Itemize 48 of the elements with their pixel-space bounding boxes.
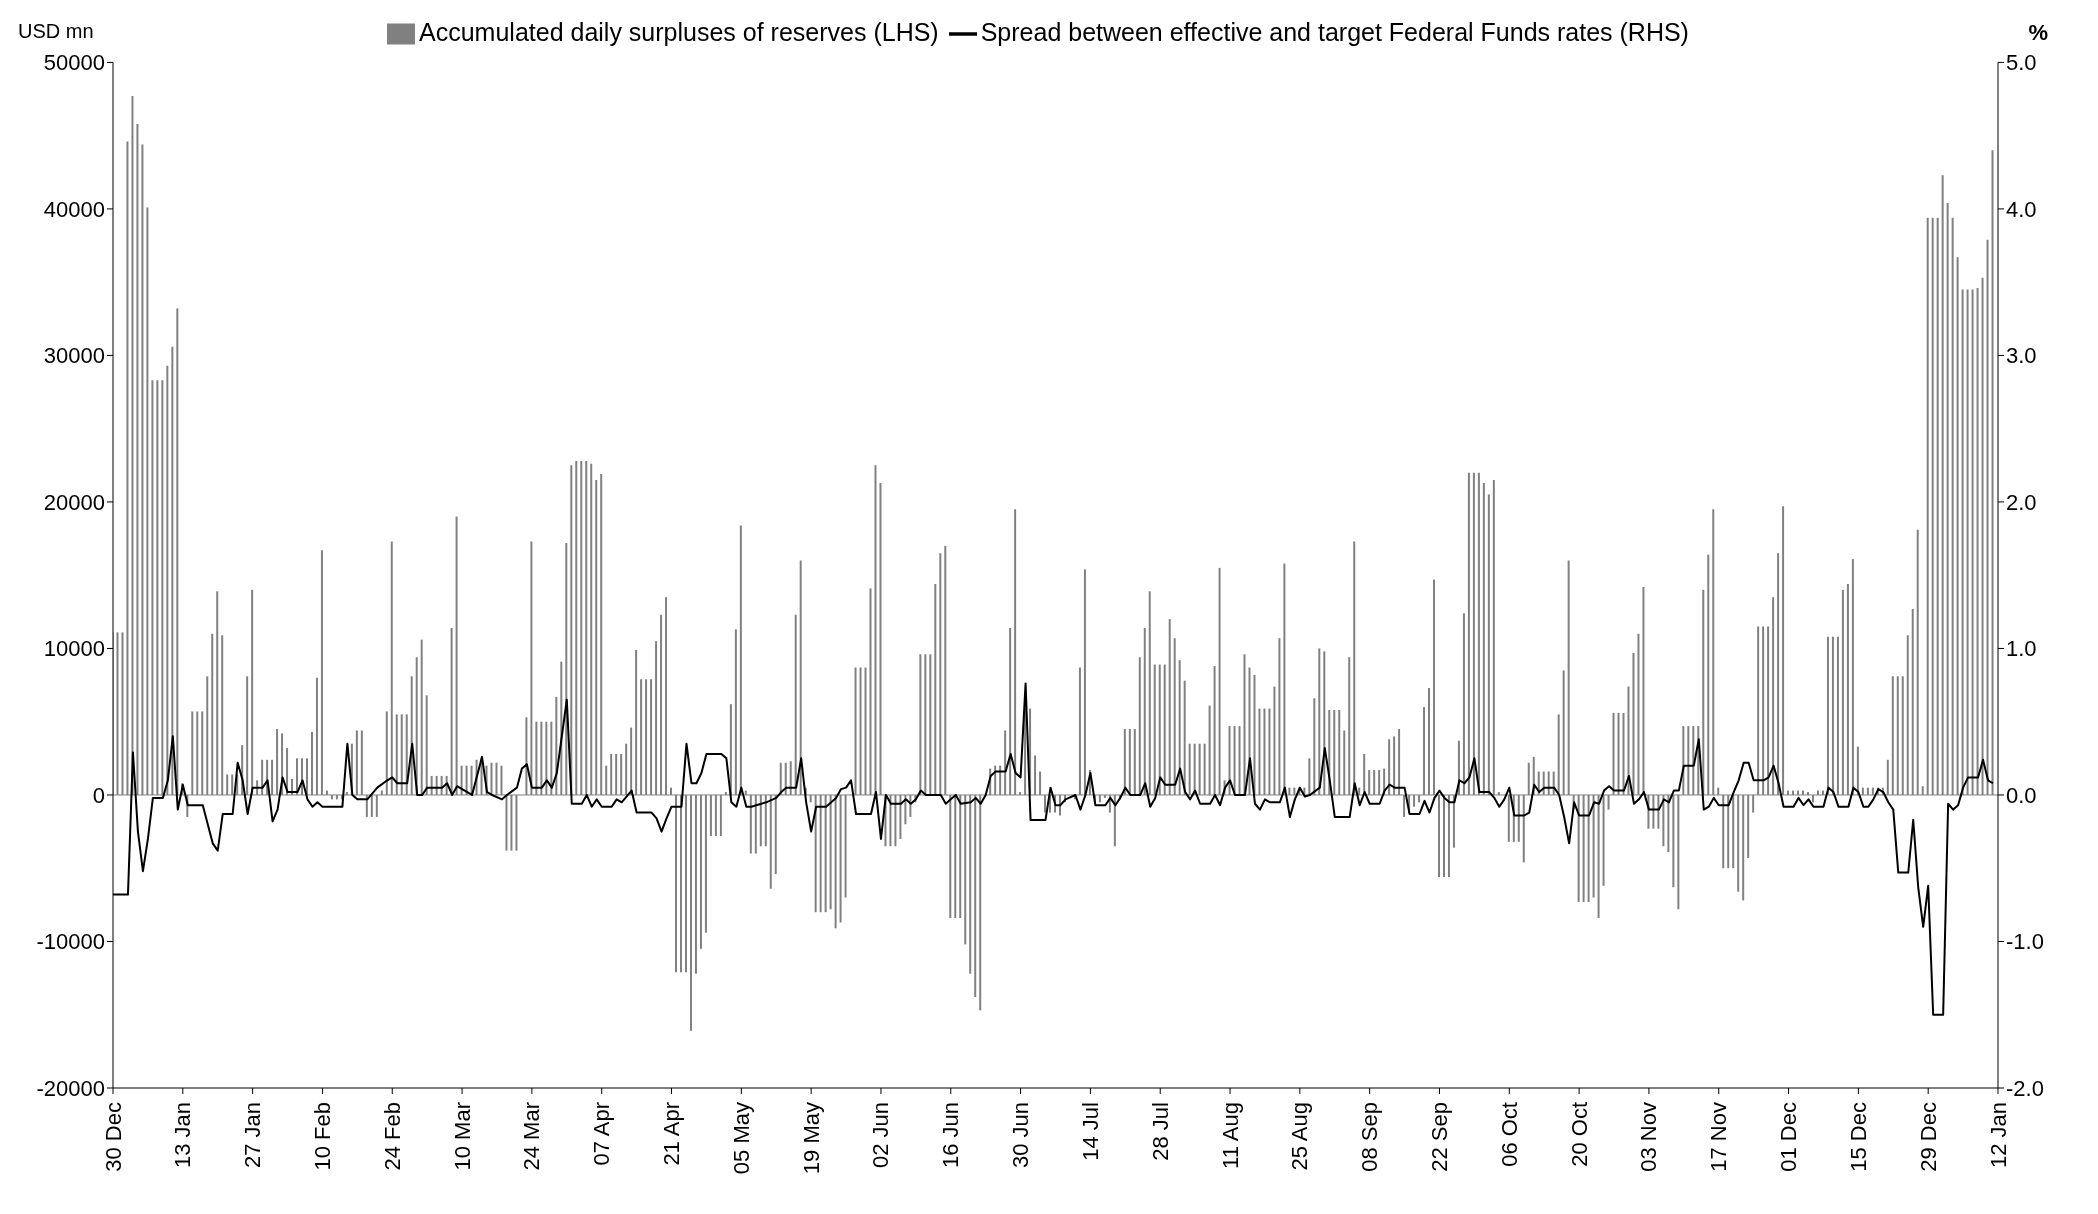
- y2-tick-label: 1.0: [2006, 636, 2037, 662]
- x-tick-label: 10 Mar: [449, 1102, 475, 1171]
- y2-tick-label: 3.0: [2006, 343, 2037, 369]
- y2-tick-label: -2.0: [2006, 1075, 2044, 1101]
- x-tick-label: 30 Jun: [1008, 1102, 1034, 1169]
- x-tick-label: 27 Jan: [240, 1102, 266, 1169]
- x-tick-label: 22 Sep: [1426, 1102, 1452, 1172]
- x-tick-label: 30 Dec: [100, 1102, 126, 1172]
- y-tick-label: 40000: [43, 196, 105, 222]
- x-tick-label: 25 Aug: [1287, 1102, 1313, 1171]
- x-tick-label: 10 Feb: [309, 1102, 335, 1171]
- x-tick-label: 12 Jan: [1985, 1102, 2011, 1169]
- y2-tick-label: 2.0: [2006, 489, 2037, 515]
- y2-tick-label: 4.0: [2006, 196, 2037, 222]
- x-tick-label: 19 May: [798, 1102, 824, 1175]
- y-tick-label: 0: [92, 782, 105, 808]
- y-axis-title: USD mn: [18, 20, 94, 43]
- y2-axis-title: %: [2028, 20, 2048, 46]
- x-tick-label: 11 Aug: [1217, 1102, 1243, 1169]
- x-tick-label: 05 May: [728, 1102, 754, 1175]
- x-tick-label: 21 Apr: [659, 1102, 685, 1166]
- x-tick-label: 08 Sep: [1357, 1102, 1383, 1172]
- x-tick-label: 07 Apr: [589, 1102, 615, 1166]
- legend-label: Spread between effective and target Federal Funds rates (RHS): [980, 18, 1689, 46]
- x-tick-label: 15 Dec: [1845, 1102, 1871, 1172]
- y2-tick-label: 0.0: [2006, 782, 2037, 808]
- x-tick-label: 01 Dec: [1776, 1102, 1802, 1172]
- y2-tick-label: 5.0: [2006, 50, 2037, 76]
- y-tick-label: -10000: [36, 929, 105, 955]
- x-tick-label: 24 Mar: [519, 1102, 545, 1171]
- x-tick-label: 14 Jul: [1077, 1102, 1103, 1161]
- x-tick-label: 29 Dec: [1915, 1102, 1941, 1172]
- y-tick-label: 10000: [43, 636, 105, 662]
- y-tick-label: 30000: [43, 343, 105, 369]
- x-tick-label: 17 Nov: [1706, 1102, 1732, 1172]
- x-tick-label: 20 Oct: [1566, 1102, 1592, 1167]
- x-tick-label: 03 Nov: [1636, 1102, 1662, 1172]
- x-tick-label: 13 Jan: [170, 1102, 196, 1169]
- legend-label: Accumulated daily surpluses of reserves (LHS): [419, 18, 939, 46]
- y-tick-label: 20000: [43, 489, 105, 515]
- x-tick-label: 02 Jun: [868, 1102, 894, 1169]
- y-tick-label: 50000: [43, 50, 105, 76]
- x-tick-label: 06 Oct: [1496, 1102, 1522, 1167]
- x-tick-label: 28 Jul: [1147, 1102, 1173, 1161]
- x-tick-label: 16 Jun: [938, 1102, 964, 1169]
- y2-tick-label: -1.0: [2006, 929, 2044, 955]
- x-tick-label: 24 Feb: [379, 1102, 405, 1171]
- y-tick-label: -20000: [36, 1075, 105, 1101]
